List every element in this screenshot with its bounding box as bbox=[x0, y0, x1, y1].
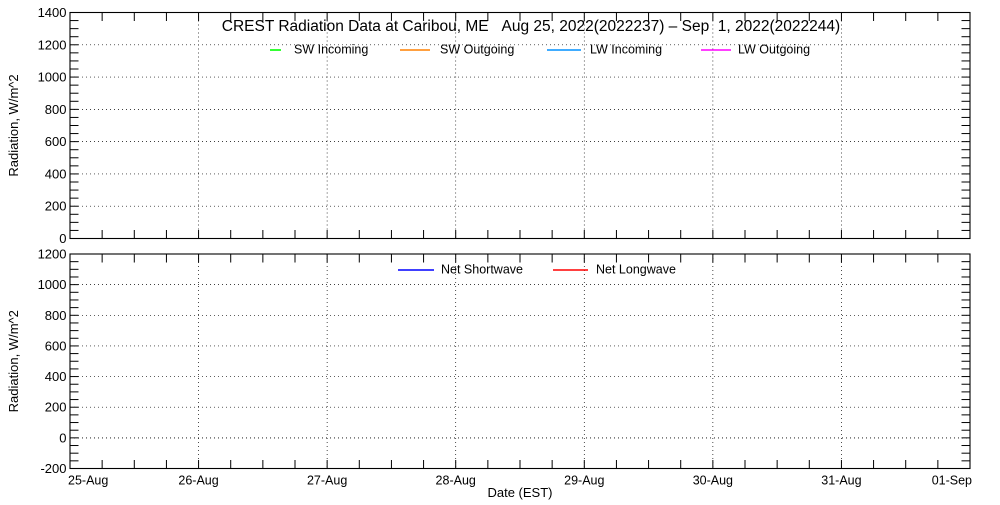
svg-text:01-Sep: 01-Sep bbox=[932, 474, 972, 488]
svg-text:1200: 1200 bbox=[38, 37, 67, 52]
svg-text:Radiation, W/m^2: Radiation, W/m^2 bbox=[6, 74, 21, 176]
svg-text:Radiation, W/m^2: Radiation, W/m^2 bbox=[6, 310, 21, 412]
svg-text:LW Incoming: LW Incoming bbox=[590, 43, 662, 57]
svg-text:LW Outgoing: LW Outgoing bbox=[738, 43, 810, 57]
svg-text:25-Aug: 25-Aug bbox=[68, 474, 108, 488]
svg-text:SW Incoming: SW Incoming bbox=[294, 43, 368, 57]
svg-text:600: 600 bbox=[45, 338, 67, 353]
svg-text:31-Aug: 31-Aug bbox=[821, 474, 861, 488]
svg-text:400: 400 bbox=[45, 166, 67, 181]
svg-text:400: 400 bbox=[45, 369, 67, 384]
svg-text:29-Aug: 29-Aug bbox=[564, 474, 604, 488]
svg-text:Net Shortwave: Net Shortwave bbox=[441, 263, 523, 277]
svg-text:27-Aug: 27-Aug bbox=[307, 474, 347, 488]
svg-text:0: 0 bbox=[59, 231, 66, 246]
svg-text:800: 800 bbox=[45, 102, 67, 117]
svg-text:200: 200 bbox=[45, 199, 67, 214]
svg-text:1400: 1400 bbox=[38, 5, 67, 20]
svg-text:800: 800 bbox=[45, 308, 67, 323]
svg-text:0: 0 bbox=[59, 430, 66, 445]
svg-text:1000: 1000 bbox=[38, 70, 67, 85]
svg-text:SW Outgoing: SW Outgoing bbox=[440, 43, 514, 57]
svg-text:30-Aug: 30-Aug bbox=[693, 474, 733, 488]
svg-text:1000: 1000 bbox=[38, 277, 67, 292]
svg-text:1200: 1200 bbox=[38, 247, 67, 262]
svg-text:200: 200 bbox=[45, 400, 67, 415]
svg-text:-200: -200 bbox=[40, 461, 66, 476]
svg-text:600: 600 bbox=[45, 134, 67, 149]
svg-text:Date (EST): Date (EST) bbox=[487, 485, 552, 500]
svg-text:Net Longwave: Net Longwave bbox=[596, 263, 676, 277]
svg-text:CREST Radiation Data at Caribo: CREST Radiation Data at Caribou, ME Aug … bbox=[222, 18, 840, 35]
svg-text:28-Aug: 28-Aug bbox=[436, 474, 476, 488]
svg-text:26-Aug: 26-Aug bbox=[178, 474, 218, 488]
